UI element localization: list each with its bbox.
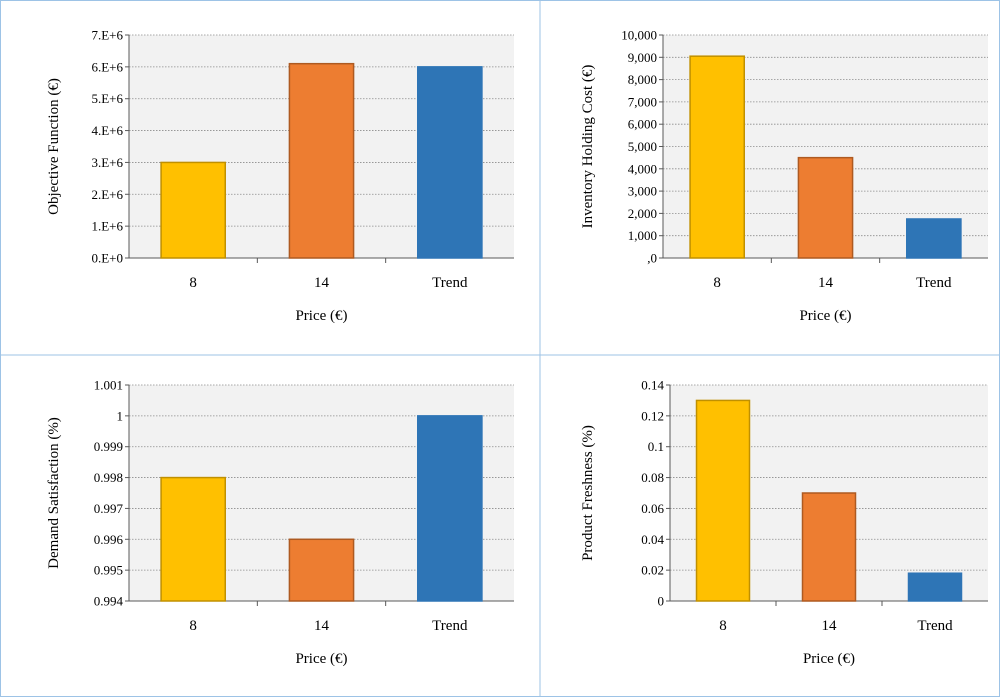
y-tick-label: 3.E+6	[91, 155, 123, 170]
y-tick-label: 0.08	[641, 470, 664, 485]
y-tick-label: 6,000	[628, 117, 657, 132]
bar-8	[160, 476, 226, 602]
y-tick-label: 7.E+6	[91, 28, 123, 43]
y-tick-label: 0.02	[641, 563, 664, 578]
y-tick-label: 1	[117, 408, 124, 423]
bar-14	[288, 62, 355, 259]
y-tick-label: 1,000	[628, 228, 657, 243]
bar-14	[288, 538, 355, 602]
x-axis-label: Price (€)	[799, 308, 851, 324]
x-axis-label: Price (€)	[295, 308, 347, 324]
y-axis-label: Objective Function (€)	[46, 78, 62, 215]
x-tick-label: 8	[189, 618, 197, 634]
y-tick-label: 5,000	[628, 139, 657, 154]
x-tick-label: 14	[314, 618, 330, 634]
y-tick-label: 1.E+6	[91, 219, 123, 234]
y-tick-label: 0.14	[641, 378, 664, 393]
bar-8	[160, 161, 226, 259]
bar-14	[797, 156, 854, 259]
y-tick-label: 0.E+0	[91, 251, 123, 266]
y-tick-label: 0.996	[94, 532, 124, 547]
y-tick-label: 2.E+6	[91, 187, 123, 202]
y-axis-label: Inventory Holding Cost (€)	[580, 65, 596, 229]
y-axis-label: Product Freshness (%)	[580, 425, 596, 561]
y-tick-label: 7,000	[628, 94, 657, 109]
x-tick-label: 8	[189, 275, 197, 291]
bar-trend	[417, 66, 483, 259]
y-tick-label: 0.994	[94, 594, 124, 609]
x-axis-label: Price (€)	[295, 651, 347, 667]
x-tick-label: 8	[719, 618, 727, 634]
y-tick-label: 5.E+6	[91, 91, 123, 106]
bar-trend	[417, 415, 483, 602]
bar-trend	[907, 572, 963, 602]
y-axis-label: Demand Satisfaction (%)	[46, 417, 62, 569]
x-tick-label: Trend	[917, 618, 953, 634]
y-tick-label: 0.999	[94, 439, 123, 454]
bar-8	[695, 399, 751, 602]
bar-8	[689, 55, 745, 259]
y-tick-label: 0.997	[94, 501, 124, 516]
product-freshness-chart: 0 0.02 0.04 0.06 0.08 0.1 0.12 0.14 8 14 Trend Pric…	[580, 378, 988, 667]
x-tick-label: Trend	[432, 275, 468, 291]
bar-14	[801, 492, 857, 602]
y-tick-label: 0.1	[648, 439, 664, 454]
y-tick-label: 8,000	[628, 72, 657, 87]
x-tick-label: Trend	[916, 275, 952, 291]
y-tick-label: 4.E+6	[91, 123, 123, 138]
y-tick-label: 3,000	[628, 184, 657, 199]
y-tick-label: 0.995	[94, 563, 123, 578]
x-axis-label: Price (€)	[803, 651, 855, 667]
y-tick-label: 4,000	[628, 161, 657, 176]
y-tick-label: 9,000	[628, 50, 657, 65]
y-tick-label: 6.E+6	[91, 59, 123, 74]
y-tick-label: 1.001	[94, 378, 123, 393]
y-tick-label: 0.998	[94, 470, 123, 485]
y-tick-label: 0.12	[641, 408, 664, 423]
y-tick-label: ,0	[647, 251, 657, 266]
y-tick-label: 2,000	[628, 206, 657, 221]
x-tick-label: 14	[822, 618, 838, 634]
x-tick-label: 14	[314, 275, 330, 291]
y-tick-label: 10,000	[621, 28, 657, 43]
y-tick-label: 0.06	[641, 501, 664, 516]
x-tick-label: 14	[818, 275, 834, 291]
demand-satisfaction-chart: 0.994 0.995 0.996 0.997 0.998 0.999 1 1.001 8 14 T…	[46, 378, 514, 667]
inventory-holding-cost-chart: ,0 1,000 2,000 3,000 4,000 5,000 6,000 7,000 8,0…	[580, 28, 988, 324]
x-tick-label: Trend	[432, 618, 468, 634]
bar-trend	[906, 218, 962, 259]
x-tick-label: 8	[713, 275, 721, 291]
objective-function-chart: 0.E+0 1.E+6 2.E+6 3.E+6 4.E+6 5.E+6 6.E+6 7.E+6…	[46, 28, 514, 324]
y-tick-label: 0	[658, 594, 665, 609]
y-tick-label: 0.04	[641, 532, 664, 547]
